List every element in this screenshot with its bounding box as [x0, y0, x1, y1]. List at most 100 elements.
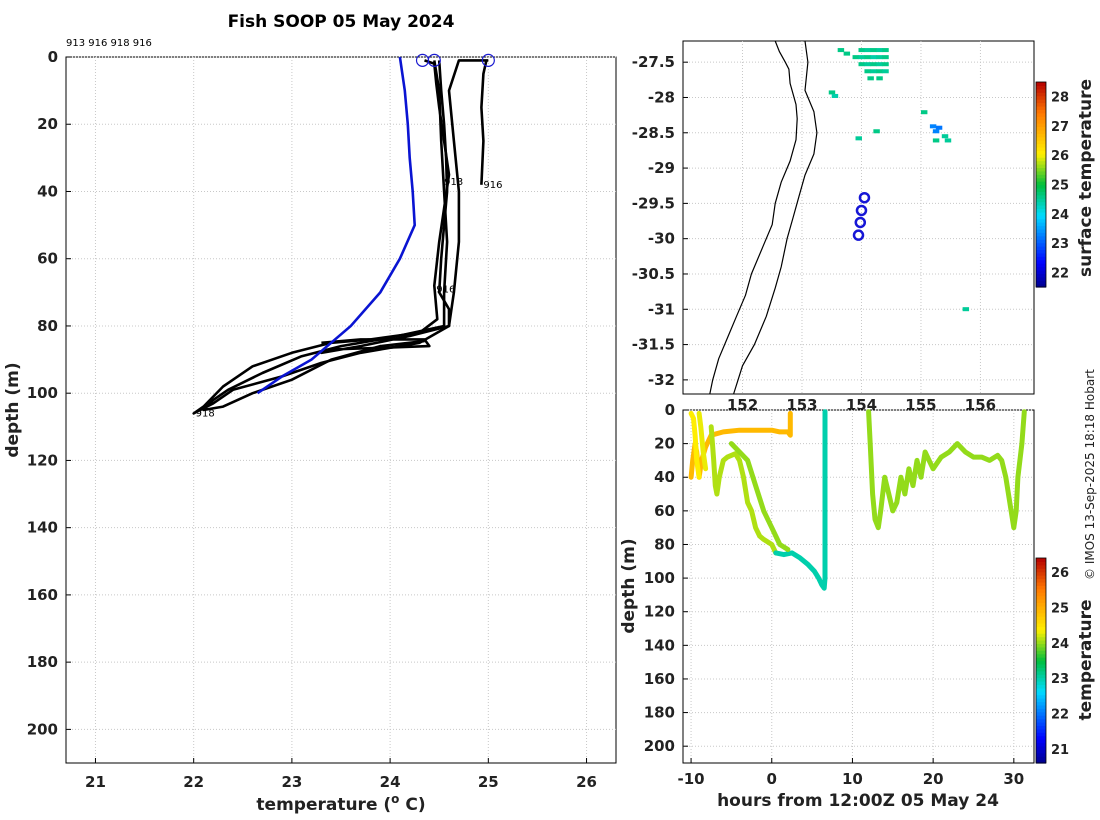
- map-coast: [709, 40, 871, 395]
- profile-x-tick-label: 21: [85, 773, 106, 791]
- profile-grid: [66, 56, 616, 763]
- sst-colorbar-segment: [1036, 194, 1046, 199]
- profile-label: 918: [196, 409, 215, 420]
- temperature-colorbar-segment: [1036, 732, 1046, 737]
- temperature-colorbar-segment: [1036, 708, 1046, 713]
- timeseries-y-tick-label: 20: [654, 435, 675, 453]
- profile-ylabel: depth (m): [3, 362, 23, 457]
- sst-colorbar-segment: [1036, 208, 1046, 213]
- sst-colorbar-segment: [1036, 181, 1046, 186]
- sst-pixel: [870, 55, 877, 60]
- temperature-colorbar-segment: [1036, 581, 1046, 586]
- temperature-colorbar-segment: [1036, 722, 1046, 727]
- temperature-colorbar-segment: [1036, 646, 1046, 651]
- temperature-colorbar-tick: 26: [1051, 566, 1069, 581]
- sst-pixel: [867, 76, 874, 81]
- temperature-colorbar-tick: 25: [1051, 601, 1069, 616]
- temperature-colorbar-segment: [1036, 735, 1046, 740]
- temperature-colorbar-tick: 23: [1051, 672, 1069, 687]
- sst-colorbar-segment: [1036, 170, 1046, 175]
- climatology-line: [256, 56, 417, 395]
- temperature-colorbar-segment: [1036, 660, 1046, 665]
- timeseries-track: [866, 409, 1027, 531]
- sst-pixel: [935, 125, 943, 130]
- header-ids: 913 916 918 916: [66, 38, 152, 49]
- temperature-colorbar-segment: [1036, 571, 1046, 576]
- temperature-colorbar-segment: [1036, 749, 1046, 754]
- sst-colorbar-segment: [1036, 153, 1046, 158]
- timeseries-tracks: [688, 409, 1027, 591]
- temperature-colorbar-segment: [1036, 670, 1046, 675]
- temperature-colorbar-segment: [1036, 684, 1046, 689]
- sst-colorbar-segment: [1036, 273, 1046, 278]
- timeseries-y-tick-label: 0: [665, 401, 675, 419]
- sst-colorbar-segment: [1036, 129, 1046, 134]
- sst-colorbar-segment: [1036, 205, 1046, 210]
- sst-colorbar-segment: [1036, 191, 1046, 196]
- timeseries-y-tick-label: 120: [644, 603, 675, 621]
- sst-colorbar-segment: [1036, 280, 1046, 285]
- profile-x-tick-label: 22: [183, 773, 204, 791]
- temperature-colorbar-segment: [1036, 752, 1046, 757]
- sst-pixel: [864, 55, 871, 60]
- sst-colorbar-tick: 25: [1051, 179, 1069, 194]
- map-y-tick-label: -31.5: [632, 336, 675, 354]
- timeseries-x-tick-label: 20: [923, 770, 944, 788]
- profile-line: [192, 59, 489, 415]
- temperature-colorbar-segment: [1036, 629, 1046, 634]
- sst-colorbar-segment: [1036, 259, 1046, 264]
- sst-colorbar-segment: [1036, 246, 1046, 251]
- temperature-colorbar-segment: [1036, 564, 1046, 569]
- sst-colorbar-segment: [1036, 105, 1046, 110]
- timeseries-chart: -10 0 10 20 30 0 20 40 60 80 100 120 140 160 180 200 h…: [619, 401, 1096, 811]
- profile-line: [320, 60, 451, 355]
- profile-line: [202, 60, 449, 412]
- timeseries-y-tick-label: 140: [644, 636, 675, 654]
- sst-pixel: [843, 51, 851, 56]
- temperature-colorbar-segment: [1036, 681, 1046, 686]
- timeseries-grid: [683, 409, 1034, 763]
- sst-colorbar-segment: [1036, 133, 1046, 138]
- sst-pixel: [870, 62, 877, 67]
- profile-label: 916: [483, 180, 502, 191]
- sst-pixel: [858, 62, 865, 67]
- timeseries-track: [688, 410, 702, 480]
- temperature-colorbar-segment: [1036, 599, 1046, 604]
- profile-lines: 913 916 916 918: [192, 53, 503, 420]
- timeseries-ylabel: depth (m): [619, 538, 639, 633]
- timeseries-y-tick-label: 200: [644, 737, 675, 755]
- sst-pixel: [876, 69, 883, 74]
- temperature-colorbar-segment: [1036, 633, 1046, 638]
- profile-y-tick-label: 60: [37, 250, 58, 268]
- map-y-tick-label: -29: [648, 159, 675, 177]
- sst-colorbar-segment: [1036, 167, 1046, 172]
- timeseries-xlabel: hours from 12:00Z 05 May 24: [717, 791, 999, 811]
- sst-pixel: [873, 129, 880, 134]
- sst-pixel: [831, 93, 839, 98]
- sst-colorbar-segment: [1036, 198, 1046, 203]
- sst-colorbar-segment: [1036, 112, 1046, 117]
- sst-pixel: [929, 124, 937, 129]
- sst-colorbar-segment: [1036, 218, 1046, 223]
- shelf-contour: [733, 40, 818, 395]
- sst-colorbar-segment: [1036, 109, 1046, 114]
- sst-colorbar-segment: [1036, 143, 1046, 148]
- temperature-colorbar-segment: [1036, 619, 1046, 624]
- profile-label: 913: [444, 177, 463, 188]
- sst-colorbar-segment: [1036, 95, 1046, 100]
- sst-colorbar-segment: [1036, 249, 1046, 254]
- temperature-colorbar-segment: [1036, 742, 1046, 747]
- profile-y-tick-label: 140: [27, 519, 58, 537]
- sst-colorbar-tick: 28: [1051, 91, 1069, 106]
- surface-marker: [481, 53, 495, 67]
- sst-pixels: [828, 48, 970, 312]
- temperature-colorbar-segment: [1036, 657, 1046, 662]
- temperature-colorbar-segment: [1036, 759, 1046, 764]
- timeseries-track: [728, 441, 791, 552]
- sst-pixel: [932, 138, 940, 143]
- sst-colorbar-segment: [1036, 160, 1046, 165]
- temperature-colorbar-segment: [1036, 739, 1046, 744]
- sst-colorbar-segment: [1036, 276, 1046, 281]
- sst-pixel: [858, 48, 865, 53]
- sst-colorbar-segment: [1036, 184, 1046, 189]
